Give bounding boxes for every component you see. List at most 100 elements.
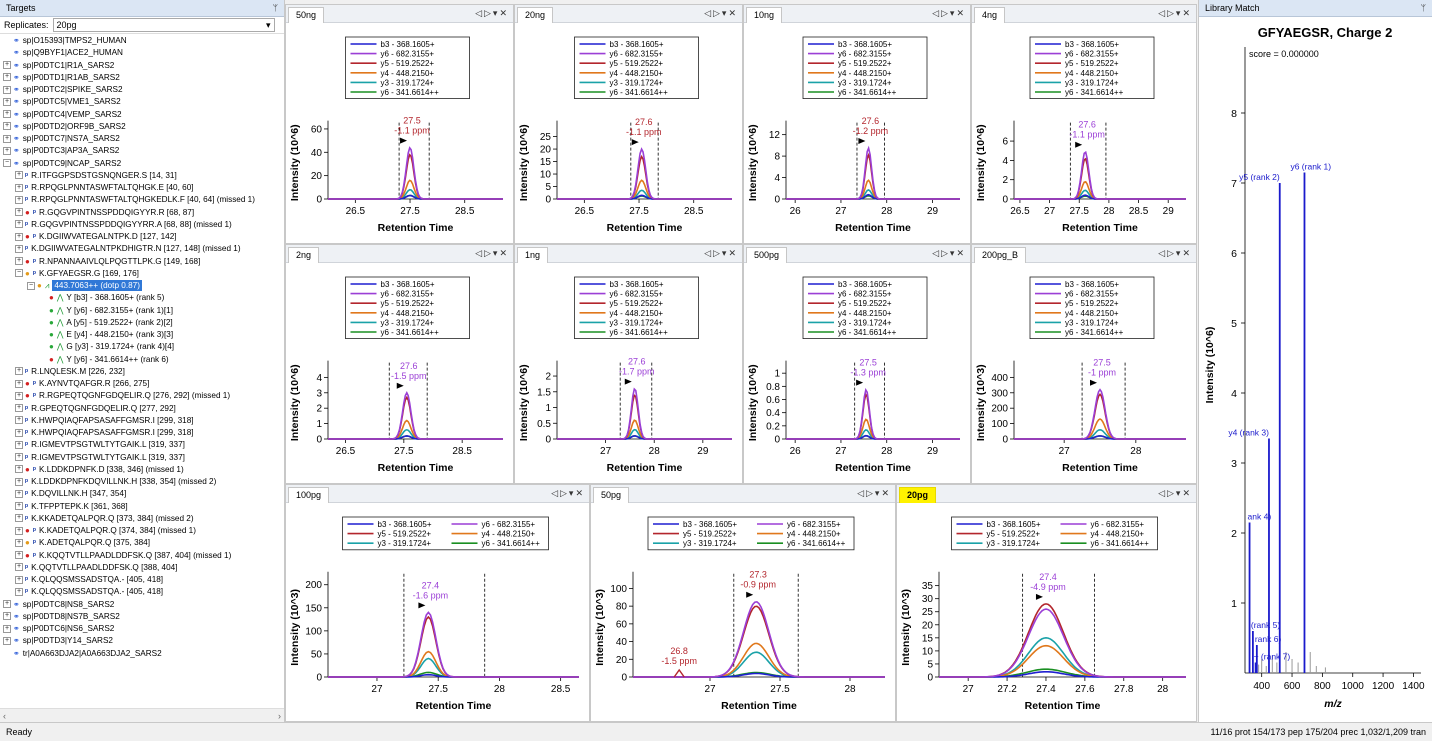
close-icon[interactable]: ✕ — [728, 248, 738, 258]
chromatogram-chart[interactable]: b3 - 368.1605+y6 - 682.3155+y5 - 519.252… — [744, 263, 970, 483]
tree-row[interactable]: ● ⋀ Y [y6] - 341.6614++ (rank 6) — [39, 354, 169, 365]
tree-expander-icon[interactable]: + — [15, 220, 23, 229]
pane-tab[interactable]: 50ng — [288, 7, 325, 23]
tree-row[interactable]: + ᵖ K.KKADETQALPQR.Q [373, 384] (missed 2) — [15, 513, 194, 524]
tree-row[interactable]: + ᵖ K.QLQQSMSSADSTQA.- [405, 418] — [15, 574, 163, 585]
tree-row[interactable]: ⚭ sp|O15393|TMPS2_HUMAN — [3, 35, 127, 46]
pane-tab[interactable]: 500pg — [746, 247, 788, 263]
tree-row[interactable]: + ᵖ R.GPEQTQGNFGDQELIR.Q [277, 292] — [15, 403, 176, 414]
tree-row[interactable]: + ● ᵖ K.ADETQALPQR.Q [375, 384] — [15, 537, 150, 548]
next-icon[interactable]: ▷ — [866, 488, 875, 498]
tree-row[interactable]: ● ⋀ Y [b3] - 368.1605+ (rank 5) — [39, 292, 164, 303]
tree-expander-icon[interactable]: + — [15, 428, 23, 437]
close-icon[interactable]: ✕ — [956, 8, 966, 18]
chevron-down-icon[interactable]: ▾ — [874, 488, 882, 498]
chevron-down-icon[interactable]: ▾ — [721, 248, 729, 258]
close-icon[interactable]: ✕ — [499, 8, 509, 18]
pane-tab[interactable]: 2ng — [288, 247, 320, 263]
tree-row[interactable]: + ⚭ sp|P0DTD1|R1AB_SARS2 — [3, 72, 120, 83]
chevron-down-icon[interactable]: ▾ — [1175, 248, 1183, 258]
prev-icon[interactable]: ◁ — [932, 8, 941, 18]
tree-row[interactable]: − ● ⩘ 443.7063++ (dotp 0.87) — [27, 280, 142, 291]
tree-expander-icon[interactable]: + — [15, 477, 23, 486]
pane-tab[interactable]: 4ng — [974, 7, 1006, 23]
tree-expander-icon[interactable]: + — [15, 379, 23, 388]
tree-expander-icon[interactable]: + — [3, 122, 11, 131]
tree-row[interactable]: + ● ᵖ K.LDDKDPNFK.D [338, 346] (missed 1) — [15, 464, 184, 475]
chevron-down-icon[interactable]: ▾ — [949, 8, 957, 18]
tree-expander-icon[interactable]: + — [15, 563, 23, 572]
next-icon[interactable]: ▷ — [1167, 248, 1176, 258]
tree-expander-icon[interactable]: + — [3, 636, 11, 645]
tree-row[interactable]: + ⚭ sp|P0DTC4|VEMP_SARS2 — [3, 109, 122, 120]
tree-expander-icon[interactable]: + — [15, 257, 23, 265]
tree-expander-icon[interactable]: + — [15, 232, 23, 241]
close-icon[interactable]: ✕ — [728, 8, 738, 18]
tree-row[interactable]: ● ⋀ A [y5] - 519.2522+ (rank 2)[2] — [39, 317, 173, 328]
tree-expander-icon[interactable]: + — [15, 440, 23, 449]
tree-expander-icon[interactable]: + — [3, 600, 11, 608]
tree-row[interactable]: ● ⋀ E [y4] - 448.2150+ (rank 3)[3] — [39, 329, 173, 340]
prev-icon[interactable]: ◁ — [1158, 8, 1167, 18]
prev-icon[interactable]: ◁ — [1158, 488, 1167, 498]
chromatogram-chart[interactable]: b3 - 368.1605+y6 - 682.3155+y5 - 519.252… — [286, 503, 589, 721]
tree-expander-icon[interactable]: + — [3, 110, 11, 118]
tree-expander-icon[interactable]: + — [3, 146, 11, 155]
pane-tab[interactable]: 1ng — [517, 247, 549, 263]
tree-expander-icon[interactable]: + — [15, 367, 23, 376]
chromatogram-chart[interactable]: b3 - 368.1605+y6 - 682.3155+y5 - 519.252… — [515, 263, 742, 483]
tree-expander-icon[interactable]: + — [15, 391, 23, 400]
next-icon[interactable]: ▷ — [1167, 488, 1176, 498]
next-icon[interactable]: ▷ — [484, 248, 493, 258]
tree-expander-icon[interactable]: + — [3, 624, 11, 633]
tree-expander-icon[interactable]: + — [15, 538, 23, 547]
tree-row[interactable]: + ᵖ K.QLQQSMSSADSTQA.- [405, 418] — [15, 586, 163, 597]
tree-row[interactable]: + ⚭ sp|P0DTD2|ORF9B_SARS2 — [3, 121, 126, 132]
scroll-left-icon[interactable]: ‹ — [3, 710, 6, 721]
pane-tab[interactable]: 100pg — [288, 487, 330, 503]
tree-row[interactable]: + ⚭ sp|P0DTD3|Y14_SARS2 — [3, 635, 113, 646]
close-icon[interactable]: ✕ — [1182, 248, 1192, 258]
next-icon[interactable]: ▷ — [484, 8, 493, 18]
tree-row[interactable]: + ⚭ sp|P0DTC6|NS6_SARS2 — [3, 623, 114, 634]
tree-expander-icon[interactable]: − — [27, 281, 35, 290]
tree-expander-icon[interactable]: + — [3, 134, 11, 143]
next-icon[interactable]: ▷ — [941, 248, 950, 258]
tree-row[interactable]: + ● ᵖ R.RGPEQTQGNFGDQELIR.Q [276, 292] (mis… — [15, 390, 230, 401]
chromatogram-chart[interactable]: b3 - 368.1605+y6 - 682.3155+y5 - 519.252… — [286, 23, 513, 243]
chromatogram-chart[interactable]: b3 - 368.1605+y6 - 682.3155+y5 - 519.252… — [972, 23, 1196, 243]
tree-row[interactable]: + ⚭ sp|P0DTD8|NS7B_SARS2 — [3, 611, 120, 622]
tree-row[interactable]: ⚭ tr|A0A663DJA2|A0A663DJA2_SARS2 — [3, 648, 162, 659]
pin-icon[interactable]: ᛘ — [1420, 3, 1426, 13]
tree-row[interactable]: + ⚭ sp|P0DTC3|AP3A_SARS2 — [3, 145, 119, 156]
tree-row[interactable]: + ⚭ sp|P0DTC5|VME1_SARS2 — [3, 96, 121, 107]
prev-icon[interactable]: ◁ — [857, 488, 866, 498]
library-spectrum-chart[interactable]: GFYAEGSR, Charge 2 score = 0.000000 1 2 3 4 5 6… — [1199, 17, 1431, 721]
tree-expander-icon[interactable]: + — [3, 61, 11, 69]
tree-expander-icon[interactable]: + — [15, 171, 23, 180]
tree-row[interactable]: + ● ᵖ K.KQQTVTLLPAADLDDFSK.Q [387, 404] (mi… — [15, 550, 231, 561]
pane-tab[interactable]: 50pg — [593, 487, 630, 503]
next-icon[interactable]: ▷ — [1167, 8, 1176, 18]
prev-icon[interactable]: ◁ — [475, 248, 484, 258]
close-icon[interactable]: ✕ — [499, 248, 509, 258]
tree-row[interactable]: + ● ᵖ R.NPANNAAIVLQLPQGTTLPK.G [149, 168] — [15, 256, 200, 267]
chevron-down-icon[interactable]: ▾ — [492, 248, 500, 258]
chromatogram-chart[interactable]: b3 - 368.1605+y6 - 682.3155+y5 - 519.252… — [744, 23, 970, 243]
tree-expander-icon[interactable]: + — [3, 97, 11, 106]
prev-icon[interactable]: ◁ — [704, 248, 713, 258]
tree-expander-icon[interactable]: + — [15, 551, 23, 559]
prev-icon[interactable]: ◁ — [932, 248, 941, 258]
chevron-down-icon[interactable]: ▾ — [721, 8, 729, 18]
tree-expander-icon[interactable]: + — [3, 85, 11, 94]
tree-expander-icon[interactable]: + — [15, 404, 23, 412]
chromatogram-chart[interactable]: b3 - 368.1605+y6 - 682.3155+y5 - 519.252… — [897, 503, 1196, 721]
close-icon[interactable]: ✕ — [1182, 488, 1192, 498]
tree-expander-icon[interactable]: + — [15, 465, 23, 474]
tree-expander-icon[interactable]: + — [15, 575, 23, 584]
tree-expander-icon[interactable]: + — [15, 453, 23, 461]
tree-expander-icon[interactable]: + — [3, 73, 11, 82]
prev-icon[interactable]: ◁ — [1158, 248, 1167, 258]
tree-row[interactable]: + ᵖ K.DQVILLNK.H [347, 354] — [15, 488, 126, 499]
chromatogram-chart[interactable]: b3 - 368.1605+y6 - 682.3155+y5 - 519.252… — [591, 503, 895, 721]
